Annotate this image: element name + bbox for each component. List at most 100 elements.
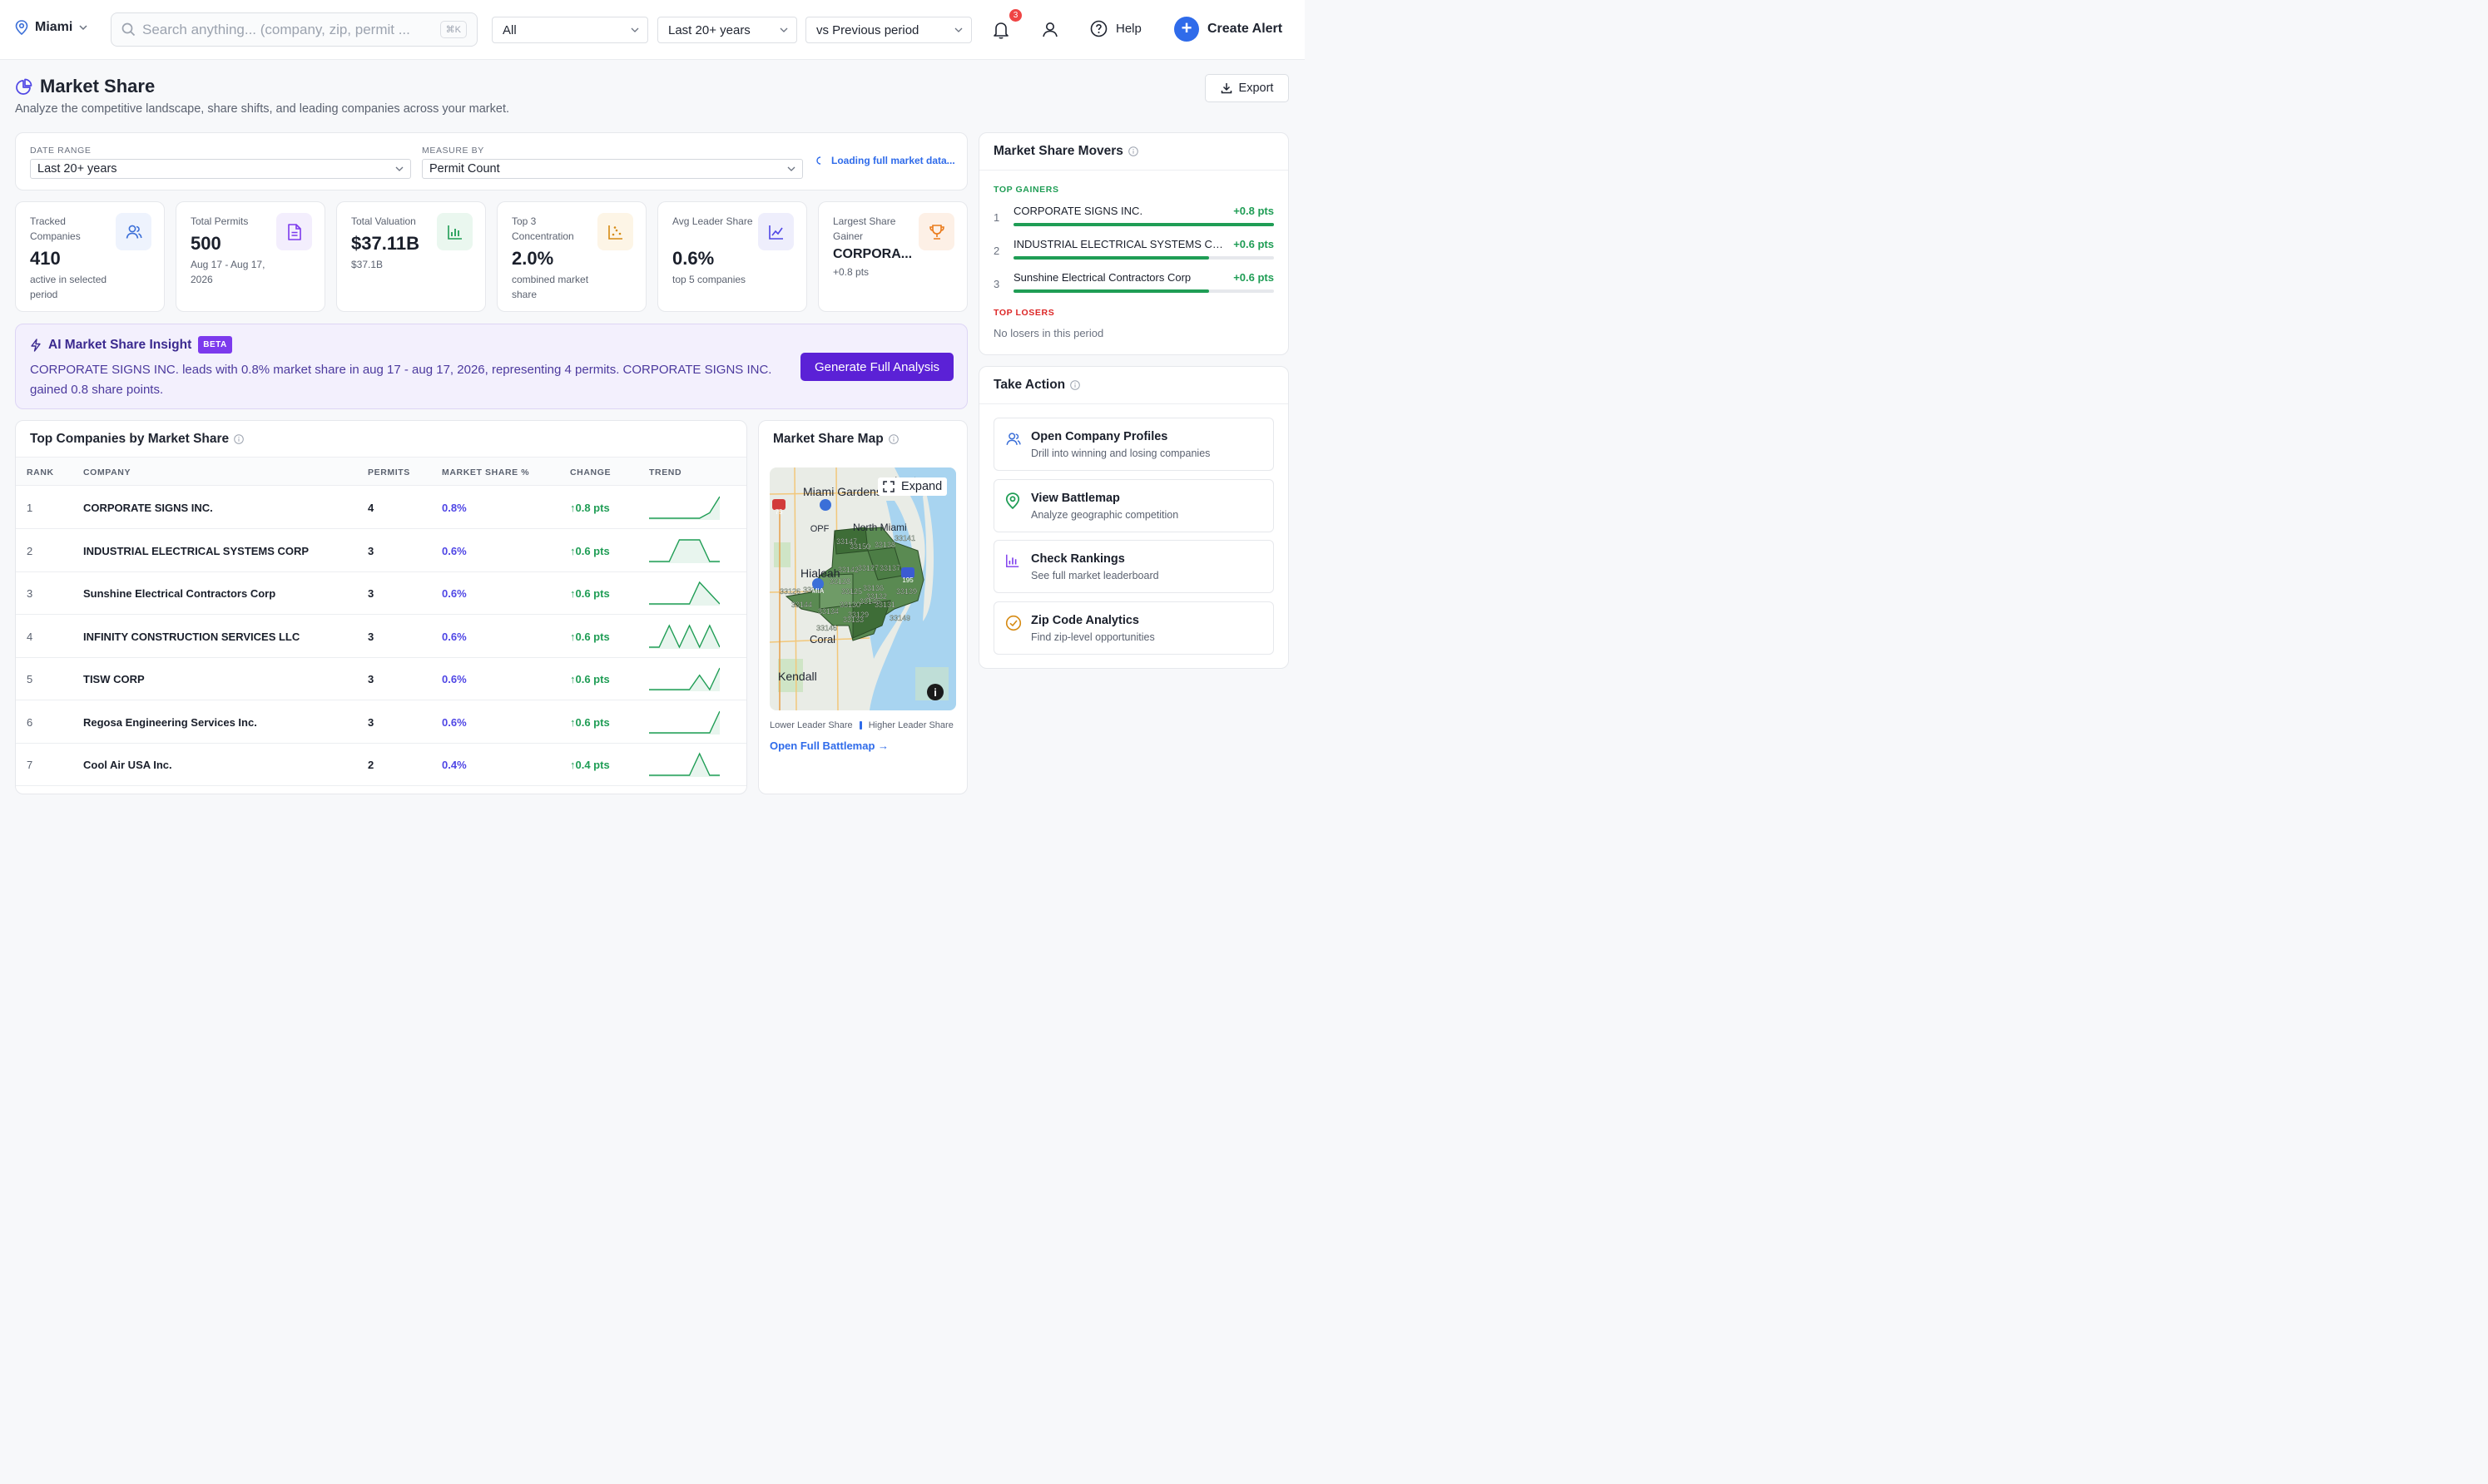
zip-code-label[interactable]: 33134	[818, 607, 839, 616]
column-header-permits[interactable]: PERMITS	[368, 467, 410, 477]
zip-code-label[interactable]: 33145	[860, 597, 880, 606]
chevron-down-icon	[787, 166, 795, 171]
zip-code-label[interactable]: 33147	[836, 537, 857, 546]
zip-code-label[interactable]: 33127	[858, 564, 879, 572]
zip-code-label[interactable]: 33136	[863, 584, 884, 592]
company-cell[interactable]: INFINITY CONSTRUCTION SERVICES LLC	[83, 630, 300, 643]
gainer-rank: 1	[994, 211, 1000, 224]
rank-cell: 2	[27, 544, 33, 557]
measure-select[interactable]: Permit Count	[422, 159, 803, 179]
chevron-down-icon	[395, 166, 404, 171]
time-range-select[interactable]: Last 20+ years	[657, 17, 797, 43]
map-place-label: 195	[902, 576, 914, 584]
map-view[interactable]: 33147 33150 33138 33141 33142 33127 33137 33126…	[770, 467, 956, 710]
info-icon[interactable]	[234, 434, 244, 444]
create-alert-button[interactable]: + Create Alert	[1174, 17, 1282, 42]
zip-code-label[interactable]: 33149	[890, 614, 910, 622]
attribution-info-icon[interactable]	[927, 684, 944, 700]
zip-code-label[interactable]: 33139	[896, 587, 917, 596]
ai-insight-text: CORPORATE SIGNS INC. leads with 0.8% mar…	[30, 363, 772, 397]
rank-cell: 4	[27, 630, 33, 643]
gainer-item[interactable]: 2 INDUSTRIAL ELECTRICAL SYSTEMS CO... +0.6…	[994, 238, 1274, 268]
company-cell[interactable]: Sunshine Electrical Contractors Corp	[83, 587, 276, 600]
kpi-card-total-permits: Total Permits 500 Aug 17 - Aug 17, 2026	[176, 201, 325, 312]
open-battlemap-link[interactable]: Open Full Battlemap →	[770, 740, 890, 752]
company-cell[interactable]: CORPORATE SIGNS INC.	[83, 502, 213, 514]
help-button[interactable]: Help	[1090, 20, 1142, 37]
map-legend: Lower Leader Share Higher Leader Share	[770, 720, 954, 730]
company-cell[interactable]: Cool Air USA Inc.	[83, 759, 172, 771]
table-row[interactable]: 7 Cool Air USA Inc. 2 0.4% ↑0.4 pts	[16, 744, 746, 786]
map-title-text: Market Share Map	[773, 432, 884, 446]
map-place-label: 75	[776, 508, 783, 516]
action-zip-code-analytics[interactable]: Zip Code Analytics Find zip-level opportu…	[994, 601, 1274, 655]
zip-code-label[interactable]: 33142	[838, 566, 859, 574]
change-cell: ↑0.6 pts	[570, 716, 610, 729]
company-cell[interactable]: TISW CORP	[83, 673, 145, 685]
column-header-company[interactable]: COMPANY	[83, 467, 131, 477]
change-value: 0.8 pts	[575, 502, 610, 514]
zip-code-label[interactable]: 33128	[830, 577, 850, 586]
table-row[interactable]: 5 TISW CORP 3 0.6% ↑0.6 pts	[16, 658, 746, 700]
user-icon[interactable]	[1042, 21, 1058, 37]
loading-text: Loading full market data...	[831, 155, 955, 166]
zip-code-label[interactable]: 33144	[791, 601, 812, 609]
zip-code-label[interactable]: 33133	[843, 616, 864, 624]
expand-map-button[interactable]: Expand	[878, 477, 948, 496]
gainer-value: +0.6 pts	[1233, 271, 1274, 284]
table-row[interactable]: 1 CORPORATE SIGNS INC. 4 0.8% ↑0.8 pts	[16, 487, 746, 529]
search-input[interactable]: Search anything... (company, zip, permit…	[111, 12, 478, 47]
category-select[interactable]: All	[492, 17, 648, 43]
zip-code-label[interactable]: 33125	[841, 587, 862, 596]
generate-analysis-button[interactable]: Generate Full Analysis	[800, 353, 954, 381]
create-alert-label: Create Alert	[1207, 22, 1283, 36]
notification-badge: 3	[1009, 9, 1022, 22]
info-icon[interactable]	[1128, 146, 1138, 156]
location-selector[interactable]: Miami	[15, 20, 87, 35]
gainer-item[interactable]: 1 CORPORATE SIGNS INC. +0.8 pts	[994, 205, 1274, 235]
action-open-company-profiles[interactable]: Open Company Profiles Drill into winning …	[994, 418, 1274, 471]
kpi-label: Largest Share Gainer	[833, 215, 896, 242]
comparison-select[interactable]: vs Previous period	[805, 17, 972, 43]
zip-code-label[interactable]: 33138	[875, 541, 895, 549]
page-subtitle: Analyze the competitive landscape, share…	[15, 102, 510, 116]
zip-code-label[interactable]: 33146	[816, 624, 837, 632]
zip-code-label[interactable]: 33129	[848, 611, 869, 619]
zip-code-label[interactable]: 33141	[895, 534, 915, 542]
gainer-item[interactable]: 3 Sunshine Electrical Contractors Corp +0.…	[994, 271, 1274, 301]
column-header-rank[interactable]: RANK	[27, 467, 54, 477]
table-row[interactable]: 4 INFINITY CONSTRUCTION SERVICES LLC 3 0.6%…	[16, 616, 746, 658]
line-chart-icon	[758, 213, 794, 250]
column-header-market-share[interactable]: MARKET SHARE %	[442, 467, 530, 477]
zip-code-label[interactable]: 33131	[875, 601, 895, 609]
zip-code-label[interactable]: 33150	[850, 542, 870, 551]
export-button[interactable]: Export	[1205, 74, 1289, 102]
info-icon[interactable]	[1070, 380, 1080, 390]
action-title: View Battlemap	[1031, 491, 1120, 505]
column-header-change[interactable]: CHANGE	[570, 467, 612, 477]
info-icon[interactable]	[888, 434, 899, 444]
company-cell[interactable]: Regosa Engineering Services Inc.	[83, 715, 257, 729]
table-row[interactable]: 6 Regosa Engineering Services Inc. 3 0.6% ↑0…	[16, 701, 746, 744]
chevron-down-icon	[954, 27, 963, 32]
highway-shield-icon	[772, 499, 786, 510]
table-row[interactable]: 2 INDUSTRIAL ELECTRICAL SYSTEMS CORP 3 0.6%…	[16, 530, 746, 572]
take-action-card: Take Action Open Company Profiles Drill i…	[979, 366, 1289, 669]
table-row[interactable]: 3 Sunshine Electrical Contractors Corp 3 0.…	[16, 572, 746, 615]
change-value: 0.6 pts	[575, 630, 610, 643]
rank-cell: 3	[27, 587, 33, 600]
company-cell[interactable]: INDUSTRIAL ELECTRICAL SYSTEMS CORP	[83, 544, 310, 557]
zip-code-label[interactable]: 33135	[803, 586, 824, 594]
zip-code-label[interactable]: 33132	[866, 592, 887, 601]
zip-code-label[interactable]: 33130	[840, 601, 860, 609]
action-view-battlemap[interactable]: View Battlemap Analyze geographic competi…	[994, 478, 1274, 532]
trend-sparkline	[649, 581, 720, 606]
bell-icon[interactable]	[993, 21, 1009, 39]
chevron-down-icon	[631, 27, 639, 32]
map-place-label: MIA	[812, 587, 825, 595]
action-check-rankings[interactable]: Check Rankings See full market leaderboar…	[994, 540, 1274, 593]
date-range-select[interactable]: Last 20+ years	[30, 159, 411, 179]
kpi-value: 2.0%	[512, 248, 554, 269]
zip-code-label[interactable]: 33126	[780, 587, 800, 596]
zip-code-label[interactable]: 33137	[880, 564, 900, 572]
